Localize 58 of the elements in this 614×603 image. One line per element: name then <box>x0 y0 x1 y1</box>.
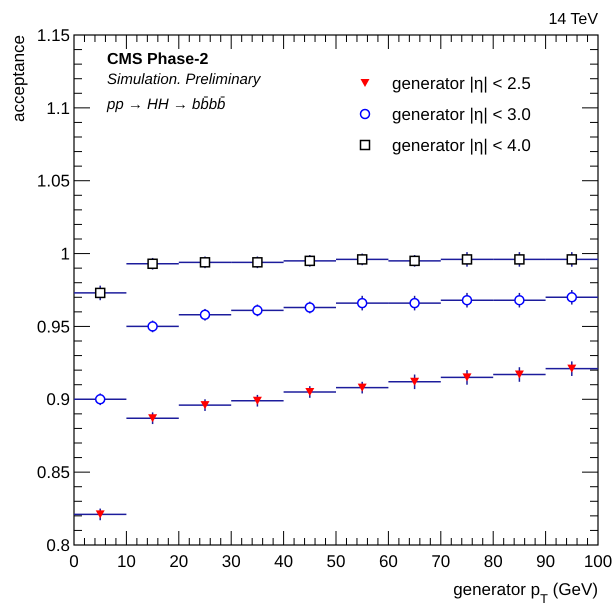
y-tick-label: 0.8 <box>46 536 70 555</box>
x-tick-label: 0 <box>69 552 79 571</box>
y-tick-label: 1.15 <box>36 26 70 45</box>
point <box>410 378 420 386</box>
y-tick-label: 0.9 <box>46 390 70 410</box>
legend-label: generator |η| < 4.0 <box>392 136 531 155</box>
point <box>304 256 316 266</box>
text: CMS Phase-2 <box>107 51 208 68</box>
y-tick-label: 0.95 <box>36 317 70 336</box>
point <box>305 388 314 396</box>
text: 14 TeV <box>548 11 598 28</box>
y-tick-label: 1.05 <box>36 172 70 191</box>
point <box>252 396 262 405</box>
x-tick-label: 10 <box>116 552 136 571</box>
point <box>200 401 210 410</box>
point <box>358 384 367 392</box>
y-tick-label: 1 <box>60 244 70 264</box>
legend-label: generator |η| < 2.5 <box>392 74 531 93</box>
point <box>356 254 368 265</box>
point <box>200 257 210 268</box>
point <box>94 394 106 405</box>
point <box>147 321 158 332</box>
point <box>148 414 158 422</box>
point <box>96 510 105 518</box>
x-axis-title: generator p$_{T}$ (GeV) <box>453 580 598 603</box>
point <box>409 256 420 266</box>
point <box>566 254 578 265</box>
point <box>252 305 263 316</box>
point <box>147 258 158 270</box>
x-tick-label: 60 <box>378 552 398 571</box>
point <box>514 254 525 265</box>
point <box>200 310 210 320</box>
point <box>514 294 525 306</box>
annotation: Simulation. Preliminary <box>107 71 262 88</box>
point <box>567 364 576 373</box>
point <box>409 298 420 308</box>
x-tick-label: 30 <box>222 552 241 571</box>
point <box>566 292 578 303</box>
x-tick-label: 100 <box>584 552 612 571</box>
point <box>94 288 106 298</box>
point <box>462 373 472 382</box>
x-tick-label: 20 <box>169 552 188 571</box>
point <box>356 298 368 308</box>
point <box>462 294 472 306</box>
legend-label: generator |η| < 3.0 <box>392 104 531 124</box>
point <box>462 254 472 265</box>
y-tick-label: 1.1 <box>46 98 70 118</box>
y-axis-title: acceptance <box>9 35 28 122</box>
x-tick-label: 50 <box>326 552 346 571</box>
y-tick-label: 0.85 <box>36 463 70 482</box>
x-tick-label: 90 <box>536 552 556 571</box>
point <box>514 370 524 379</box>
x-tick-label: 80 <box>484 552 503 571</box>
annotation: pp → HH → bb̄bb̄ <box>106 96 226 113</box>
point <box>252 257 263 268</box>
point <box>304 302 316 313</box>
x-tick-label: 40 <box>274 552 294 571</box>
x-tick-label: 70 <box>431 552 450 571</box>
